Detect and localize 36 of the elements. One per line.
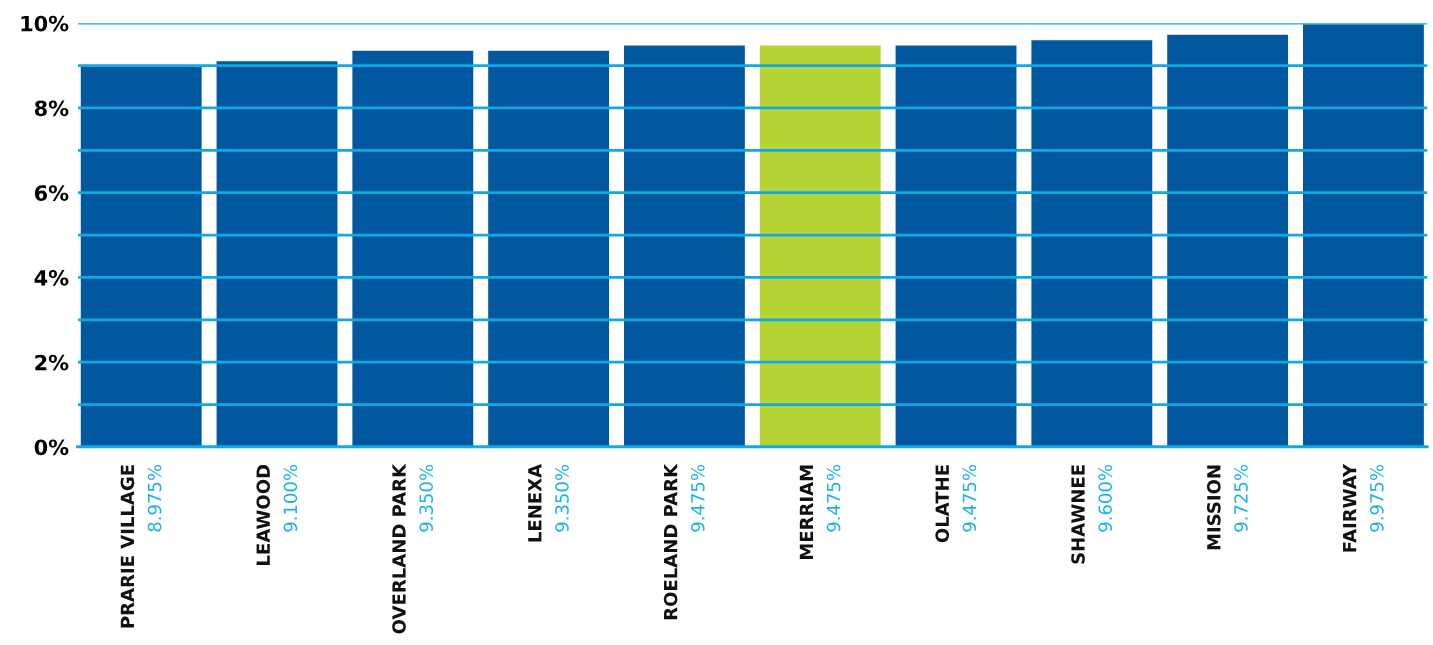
- x-tick-label: MISSION: [1207, 465, 1221, 550]
- x-tick-label: OLATHE: [935, 465, 950, 543]
- x-tick-label: OVERLAND PARK: [392, 463, 406, 634]
- x-tick-label: FAIRWAY: [1343, 463, 1357, 552]
- x-tick-label: PRARIE VILLAGE: [120, 465, 135, 628]
- y-tick-label: 6%: [34, 185, 69, 201]
- bar: [895, 45, 1017, 447]
- y-tick-label: 4%: [34, 269, 69, 286]
- data-label: 9.100%: [283, 464, 298, 532]
- y-tick-label: 0%: [34, 439, 69, 456]
- data-label: 9.350%: [555, 464, 569, 532]
- data-label: 9.725%: [1234, 464, 1248, 532]
- data-label: 9.350%: [419, 464, 433, 532]
- x-tick-label: ROELAND PARK: [663, 463, 678, 620]
- x-tick-label: SHAWNEE: [1071, 465, 1085, 564]
- bar: [80, 66, 202, 447]
- data-label: 9.475%: [962, 464, 977, 532]
- data-label: 9.600%: [1098, 464, 1113, 532]
- bar: [759, 45, 881, 447]
- bar: [1167, 34, 1289, 447]
- data-label: 8.975%: [147, 464, 162, 532]
- data-label: 9.475%: [826, 464, 841, 532]
- data-label: 9.975%: [1369, 464, 1384, 532]
- bar: [623, 45, 745, 447]
- bar: [1031, 40, 1153, 447]
- x-tick-label: LEAWOOD: [256, 464, 271, 565]
- bar: [1303, 24, 1424, 447]
- bar: [216, 61, 338, 447]
- bar: [488, 50, 610, 447]
- y-tick-label: 8%: [34, 100, 69, 117]
- x-tick-label: LENEXA: [528, 464, 542, 542]
- bar: [352, 50, 474, 447]
- data-label: 9.475%: [690, 464, 705, 532]
- y-tick-label: 10%: [21, 15, 69, 32]
- x-tick-label: MERRIAM: [799, 465, 813, 560]
- y-tick-label: 2%: [35, 354, 69, 371]
